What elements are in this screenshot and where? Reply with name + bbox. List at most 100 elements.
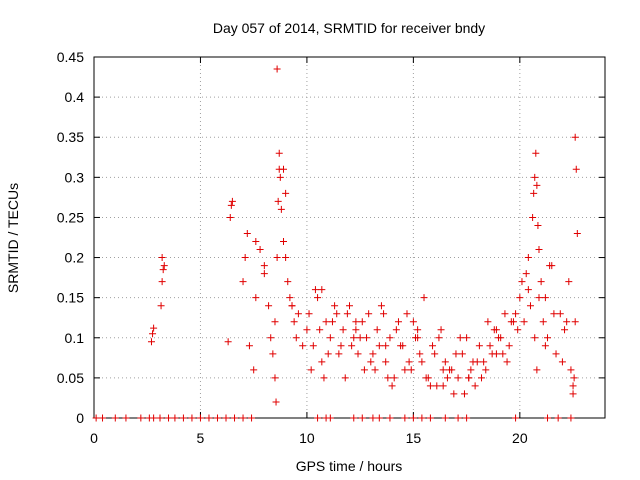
data-point	[422, 374, 430, 382]
data-point	[475, 342, 483, 350]
data-point	[324, 350, 332, 358]
data-point	[572, 165, 580, 173]
data-point	[471, 382, 479, 390]
data-point	[460, 390, 468, 398]
data-point	[318, 286, 326, 294]
data-point	[343, 310, 351, 318]
data-point	[512, 414, 520, 422]
data-point	[294, 310, 302, 318]
data-point	[111, 414, 119, 422]
y-tick-label: 0.1	[65, 330, 85, 346]
data-point	[149, 330, 157, 338]
data-point	[158, 254, 166, 262]
data-point	[382, 358, 390, 366]
data-point	[484, 318, 492, 326]
data-point	[401, 414, 409, 422]
data-point	[158, 278, 166, 286]
data-point	[328, 318, 336, 326]
data-point	[171, 414, 179, 422]
data-point	[518, 278, 526, 286]
data-point	[409, 318, 417, 326]
data-point	[486, 342, 494, 350]
data-point	[346, 302, 353, 310]
data-point	[150, 324, 158, 332]
data-point	[299, 342, 307, 350]
data-point	[520, 318, 528, 326]
data-point	[165, 414, 173, 422]
y-axis-label: SRMTID / TECUs	[5, 183, 21, 293]
data-point	[441, 358, 449, 366]
data-point	[569, 382, 577, 390]
data-point	[231, 414, 239, 422]
data-point	[375, 342, 383, 350]
x-tick-label: 5	[197, 430, 205, 446]
y-tick-label: 0.25	[57, 209, 84, 225]
data-point	[226, 213, 234, 221]
data-point	[495, 334, 503, 342]
data-point	[279, 165, 287, 173]
data-point	[394, 318, 402, 326]
data-point	[156, 414, 164, 422]
data-point	[544, 334, 552, 342]
data-point	[314, 294, 322, 302]
data-point	[501, 310, 509, 318]
data-point	[567, 366, 575, 374]
data-point	[331, 302, 339, 310]
data-point	[530, 189, 538, 197]
data-point	[492, 350, 500, 358]
data-point	[569, 390, 577, 398]
data-point	[358, 414, 366, 422]
data-point	[279, 238, 287, 246]
data-point	[522, 270, 530, 278]
data-point	[570, 374, 578, 382]
data-point	[516, 294, 524, 302]
data-point	[439, 382, 447, 390]
data-point	[354, 350, 362, 358]
data-point	[271, 374, 279, 382]
tick-labels: 0 5 10 15 20 0 0.05 0.1 0.15 0.2 0.25 0.3 0.35 0.4 0.4…	[57, 49, 528, 446]
data-point	[271, 318, 279, 326]
data-point	[465, 374, 473, 382]
data-point	[473, 358, 481, 366]
data-point	[561, 326, 569, 334]
data-point	[535, 294, 543, 302]
data-point	[441, 414, 449, 422]
data-point	[573, 229, 581, 237]
data-point	[450, 390, 458, 398]
data-point	[429, 342, 437, 350]
data-point	[137, 414, 145, 422]
data-point	[377, 302, 385, 310]
data-point	[563, 318, 571, 326]
data-point	[288, 302, 296, 310]
data-point	[305, 310, 313, 318]
data-point	[303, 326, 311, 334]
data-point	[248, 414, 256, 422]
data-point	[352, 318, 360, 326]
grid-lines	[94, 57, 605, 418]
data-point	[418, 414, 426, 422]
data-point	[275, 149, 283, 157]
data-point	[196, 414, 204, 422]
data-point	[245, 342, 253, 350]
data-point	[326, 414, 334, 422]
data-point	[439, 366, 447, 374]
x-axis-label: GPS time / hours	[296, 458, 403, 474]
data-point	[505, 342, 513, 350]
data-point	[454, 414, 462, 422]
data-point	[348, 342, 356, 350]
data-point	[550, 310, 558, 318]
data-point	[558, 358, 566, 366]
data-point	[463, 414, 471, 422]
data-point	[369, 414, 377, 422]
data-point	[188, 414, 196, 422]
data-point	[503, 358, 511, 366]
axes	[93, 56, 606, 419]
data-point	[531, 173, 539, 181]
data-point	[390, 374, 398, 382]
data-point	[335, 350, 343, 358]
y-tick-label: 0.15	[57, 290, 84, 306]
data-point	[426, 382, 434, 390]
data-point	[524, 254, 532, 262]
data-point	[546, 262, 554, 270]
